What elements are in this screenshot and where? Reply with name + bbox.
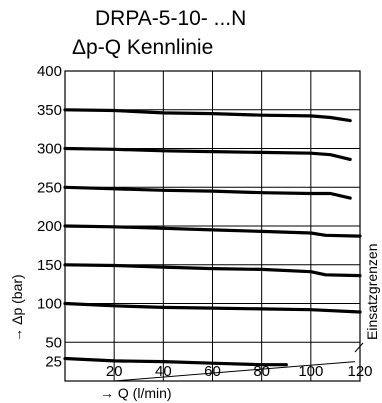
y-tick-labels: 25 50 100 150 200 250 300 350 400 [37, 63, 62, 371]
y-tick-label: 50 [45, 334, 62, 351]
limit-line [114, 361, 356, 382]
series-line [63, 224, 362, 238]
y-tick-label: 400 [37, 63, 62, 80]
x-tick-label: 120 [347, 363, 372, 380]
series-line [63, 263, 362, 278]
x-tick-label: 100 [298, 363, 323, 380]
y-tick-label: 250 [37, 179, 62, 196]
y-axis-label: → Δp (bar) [9, 274, 25, 342]
y-tick-label: 200 [37, 218, 62, 235]
x-tick-label: 80 [253, 363, 270, 380]
y-tick-label: 100 [37, 296, 62, 313]
series-line [63, 301, 362, 314]
annotation-leader [354, 342, 364, 353]
series-line [63, 185, 352, 200]
y-tick-label: 350 [37, 102, 62, 119]
x-tick-label: 40 [155, 363, 172, 380]
y-tick-label: 300 [37, 141, 62, 158]
chart-subtitle: Δp-Q Kennlinie [72, 36, 213, 59]
series-group [63, 108, 362, 382]
x-tick-label: 60 [204, 363, 221, 380]
y-tick-label: 25 [45, 354, 62, 371]
x-tick-labels: 20 40 60 80 100 120 [106, 363, 373, 380]
einsatzgrenzen-label: Einsatzgrenzen [364, 243, 380, 340]
series-line [63, 356, 288, 367]
x-tick-label: 20 [106, 363, 123, 380]
series-line [63, 108, 352, 123]
x-axis-label: → Q (l/min) [100, 385, 172, 401]
chart-title: DRPA-5-10- ...N [95, 7, 246, 30]
y-tick-label: 150 [37, 257, 62, 274]
series-line [63, 146, 352, 161]
